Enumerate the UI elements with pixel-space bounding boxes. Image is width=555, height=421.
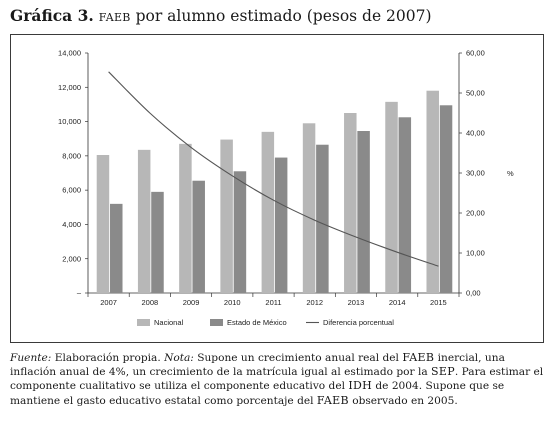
y-right-tick-label: 50,00 [466, 89, 485, 98]
bar-estado-de-mexico [110, 203, 123, 293]
bar-estado-de-mexico [151, 191, 164, 293]
y-right-tick-label: 30,00 [466, 169, 485, 178]
bar-nacional [344, 113, 357, 293]
note-text-5: observado en 2005. [348, 394, 458, 407]
legend-estado-de-mexico-swatch [210, 319, 223, 326]
bar-nacional [137, 149, 151, 293]
figure-title-rest: por alumno estimado (pesos de 2007) [130, 7, 432, 25]
figure-note: Fuente: Elaboración propia. Nota: Supone… [10, 351, 550, 408]
x-tick-label: 2010 [224, 298, 241, 307]
legend-nacional-swatch [137, 319, 150, 326]
y-right-tick-label: 60,00 [466, 49, 485, 58]
bar-estado-de-mexico [192, 180, 205, 293]
note-text-1: Supone un crecimiento anual real del [193, 352, 403, 364]
bar-nacional [179, 143, 192, 293]
bar-nacional [426, 90, 439, 293]
bar-estado-de-mexico [357, 131, 370, 293]
line-diferencia-porcentual [108, 71, 439, 267]
note-abbr-sep: SEP [431, 365, 455, 379]
legend-nacional-label: Nacional [154, 318, 184, 327]
bar-nacional [385, 101, 398, 293]
y-left-tick-label: 2,000 [62, 254, 81, 263]
y-left-tick-label: 8,000 [62, 151, 81, 160]
y-right-tick-label: 10,00 [466, 249, 485, 258]
figure-title: Gráfica 3. FAEB por alumno estimado (pes… [10, 6, 550, 25]
legend-diferencia-porcentual-label: Diferencia porcentual [323, 318, 394, 327]
figure-title-prefix: Gráfica 3. [10, 6, 94, 25]
x-tick-label: 2008 [141, 298, 158, 307]
x-tick-label: 2015 [430, 298, 447, 307]
x-tick-label: 2011 [265, 298, 281, 307]
legend-estado-de-mexico-label: Estado de México [227, 318, 287, 327]
bar-estado-de-mexico [274, 157, 288, 293]
y-left-tick-label: – [77, 289, 82, 298]
x-tick-label: 2007 [100, 298, 117, 307]
y-right-tick-label: 20,00 [466, 209, 485, 218]
y-left-tick-label: 6,000 [62, 186, 81, 195]
note-abbr-faeb-1: FAEB [402, 351, 435, 364]
y-left-tick-label: 14,000 [58, 49, 81, 58]
note-fuente-text: Elaboración propia. [51, 352, 165, 364]
x-tick-label: 2009 [183, 298, 200, 307]
y-left-tick-label: 12,000 [58, 83, 81, 92]
bar-estado-de-mexico [316, 144, 329, 293]
y-right-axis-label: % [507, 169, 514, 178]
bar-nacional [261, 131, 275, 293]
y-right-tick-label: 0,00 [466, 289, 481, 298]
x-tick-label: 2014 [389, 298, 406, 307]
bar-estado-de-mexico [233, 171, 247, 293]
bar-estado-de-mexico [439, 105, 453, 294]
bar-nacional [220, 139, 233, 293]
chart-frame [10, 34, 544, 343]
x-tick-label: 2013 [348, 298, 365, 307]
bar-nacional [96, 155, 110, 293]
note-fuente-label: Fuente: [10, 352, 52, 364]
note-abbr-faeb-2: FAEB [316, 393, 349, 407]
bar-nacional [302, 123, 316, 294]
y-left-tick-label: 10,000 [58, 117, 81, 126]
note-text-2: inercial, una inflación anual de 4%, un … [10, 352, 505, 379]
note-text-4: de 2004. Supone que se mantiene el gasto… [10, 380, 505, 407]
y-left-tick-label: 4,000 [62, 220, 81, 229]
bar-estado-de-mexico [398, 117, 412, 294]
note-text-3: . Para estimar el componente cualitativo… [10, 366, 544, 393]
figure-title-abbr: FAEB [98, 11, 131, 24]
note-abbr-idh: IDH [348, 379, 373, 393]
y-right-tick-label: 40,00 [466, 129, 485, 138]
x-tick-label: 2012 [306, 298, 323, 307]
note-nota-label: Nota: [164, 352, 194, 364]
